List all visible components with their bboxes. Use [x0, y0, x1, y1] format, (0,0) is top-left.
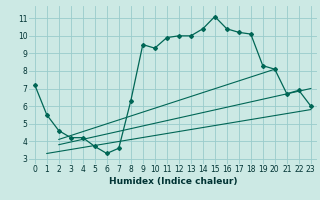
X-axis label: Humidex (Indice chaleur): Humidex (Indice chaleur): [108, 177, 237, 186]
